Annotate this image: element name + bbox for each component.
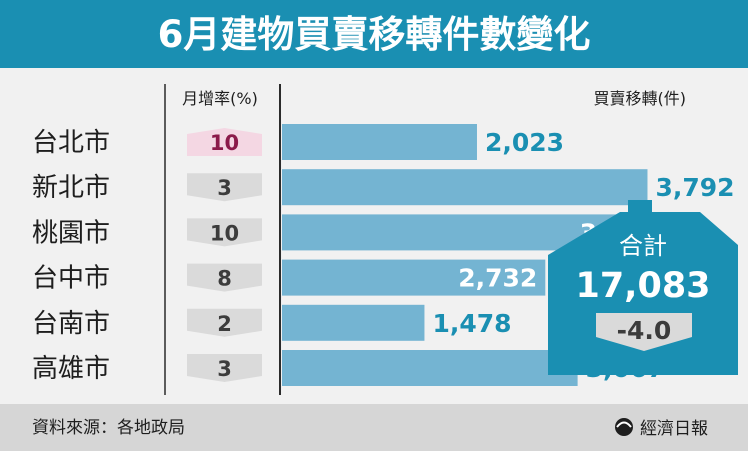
total-value: 17,083 [575,266,710,306]
growth-label: 10 [210,131,239,155]
city-label: 新北市 [32,173,110,203]
publisher-text: 經濟日報 [640,419,708,439]
total-house: 合計 17,083 -4.0 [548,200,738,375]
bar-value-label: 1,478 [432,309,511,338]
bar [282,350,578,386]
bar-value-label: 2,732 [458,264,537,293]
chart-rows: 台北市102,023新北市33,792桃園市103,991台中市82,732台南… [32,124,735,386]
total-change-value: -4.0 [617,316,672,345]
growth-badge [187,308,262,337]
total-label: 合計 [619,232,667,260]
growth-label: 8 [217,267,232,291]
bar [282,169,648,206]
growth-label: 3 [217,176,232,200]
city-label: 台中市 [32,264,110,294]
bar [282,304,425,341]
city-label: 高雄市 [32,354,110,384]
total-change-badge [596,313,692,351]
publisher-logo-icon [615,418,633,436]
bar [282,259,546,296]
city-label: 台北市 [32,128,110,158]
bar-value-label: 2,023 [485,128,564,157]
growth-badge [187,128,262,156]
growth-badge [187,173,262,202]
growth-badge [187,263,262,292]
growth-header: 月增率(%) [182,89,258,108]
growth-label: 3 [217,357,232,381]
growth-badge [187,354,262,382]
city-label: 台南市 [32,309,110,339]
city-label: 桃園市 [32,218,110,248]
transfers-header: 買賣移轉(件) [594,89,687,108]
growth-label: 2 [217,312,232,336]
growth-badge [187,218,262,247]
title-banner [0,0,748,68]
bar-value-label: 3,792 [655,173,734,202]
source-text: 資料來源：各地政局 [32,418,185,438]
bar [282,124,477,160]
growth-label: 10 [210,221,239,245]
chart-title: 6月建物買賣移轉件數變化 [158,13,591,56]
